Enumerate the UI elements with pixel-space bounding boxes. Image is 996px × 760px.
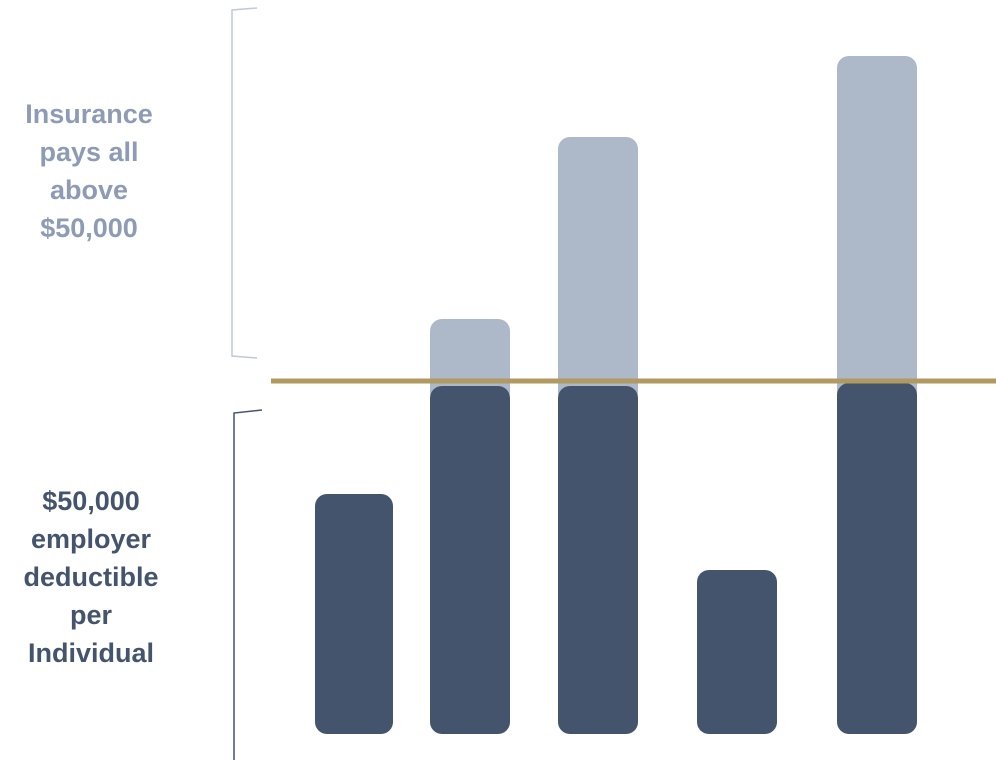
insurance-coverage-label: Insurance pays all above $50,000 — [25, 99, 153, 243]
bar-5-employer-segment — [837, 383, 917, 734]
bar-2-employer-segment — [430, 386, 510, 734]
bar-3-employer-segment — [558, 386, 638, 734]
bar-3-insurance-segment — [558, 137, 638, 404]
insurance-bracket — [231, 7, 258, 359]
bar-1-employer-segment — [315, 494, 393, 734]
bar-5-insurance-segment — [837, 56, 917, 404]
employer-deductible-label: $50,000 employer deductible per Individu… — [23, 486, 159, 668]
deductible-bracket — [233, 409, 263, 760]
bar-4-employer-segment — [697, 570, 777, 734]
